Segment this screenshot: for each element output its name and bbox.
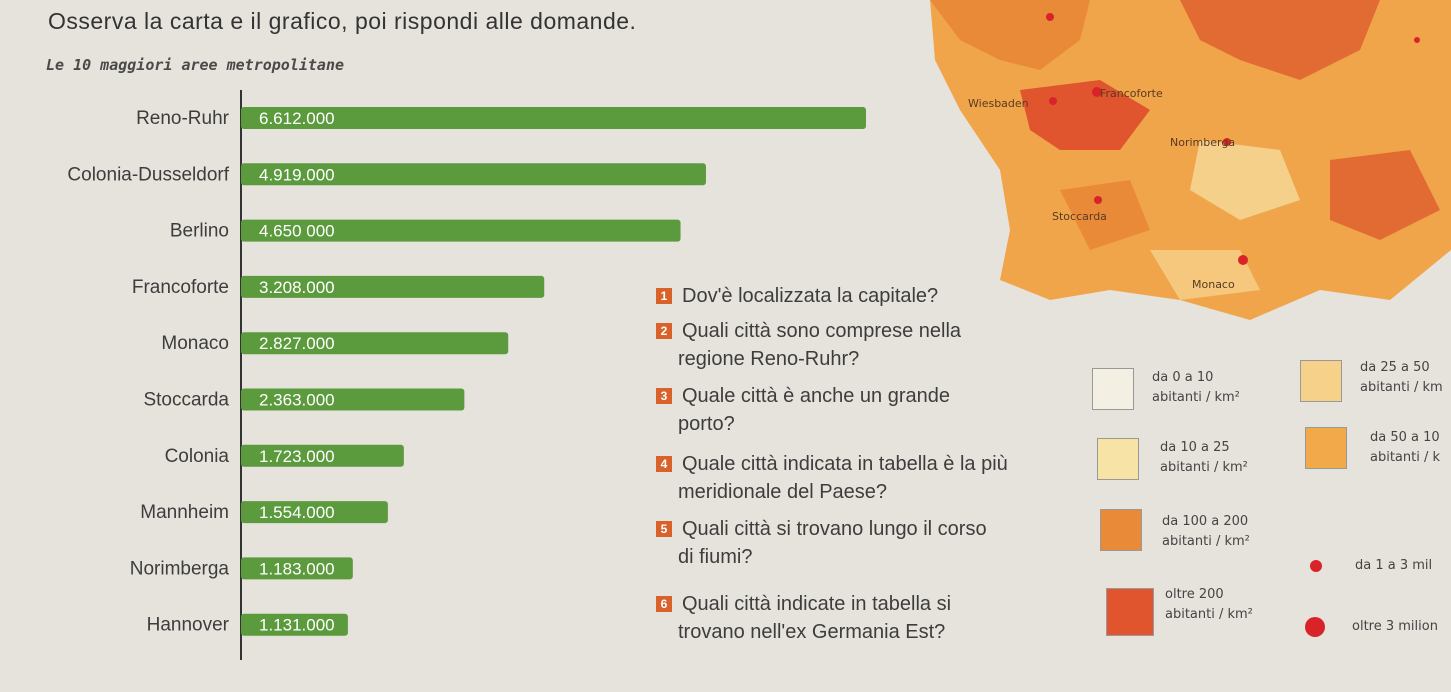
legend-swatch-over-200 [1106,588,1154,636]
question-1: 1 Dov'è localizzata la capitale? [656,282,938,310]
question-3-number: 3 [656,388,672,404]
category-label-stoccarda: Stoccarda [143,390,229,411]
legend-city-over-3-million: oltre 3 milion [1352,619,1438,634]
category-label-francoforte: Francoforte [132,277,229,298]
legend-dot-1-3-million [1310,560,1322,572]
map-label-francoforte: Francoforte [1100,87,1163,100]
city-dot-francoforte [1092,87,1102,97]
question-5-number: 5 [656,521,672,537]
category-label-mannheim: Mannheim [140,502,229,523]
bar-norimberga [241,557,353,580]
question-5-line-1: Quali città si trovano lungo il corso [682,518,987,540]
bar-berlino [241,219,681,242]
bar-mannheim [241,501,388,524]
legend-range-100-200: da 100 a 200 [1162,514,1249,529]
question-4-line-2: meridionale del Paese? [678,481,888,503]
legend-range-50-100: da 50 a 10 [1370,430,1440,445]
question-3-line-2: porto? [678,413,735,435]
value-label-reno-ruhr: 6.612.000 [259,109,335,128]
question-2-line-2: regione Reno-Ruhr? [678,348,860,370]
legend-label-50-100: da 50 a 10 abitanti / k [1370,428,1440,468]
legend-unit-10-25: abitanti / km² [1160,460,1248,475]
question-5: 5 Quali città si trovano lungo il corso d… [656,515,987,571]
question-3: 3 Quale città è anche un grande porto? [656,382,950,438]
legend-range-10-25: da 10 a 25 [1160,440,1230,455]
city-dot-wiesbaden [1049,97,1057,105]
question-2: 2 Quali città sono comprese nella regione… [656,317,961,373]
legend-range-over-200: oltre 200 [1165,587,1224,602]
legend-label-over-200: oltre 200 abitanti / km² [1165,585,1253,625]
legend-swatch-100-200 [1100,509,1142,551]
value-label-francoforte: 3.208.000 [259,278,335,297]
page-title: Osserva la carta e il grafico, poi rispo… [48,8,637,34]
legend-unit-over-200: abitanti / km² [1165,607,1253,622]
legend-range-0-10: da 0 a 10 [1152,370,1214,385]
city-dot-norimberga [1223,138,1231,146]
bar-colonia-dusseldorf [241,163,706,186]
legend-unit-100-200: abitanti / km² [1162,534,1250,549]
bar-colonia [241,444,404,467]
value-label-colonia-dusseldorf: 4.919.000 [259,165,335,184]
city-dot-monaco [1238,255,1248,265]
legend-swatch-25-50 [1300,360,1342,402]
legend-range-25-50: da 25 a 50 [1360,360,1430,375]
legend-city-1-3-million: da 1 a 3 mil [1355,558,1433,573]
legend-swatch-0-10 [1092,368,1134,410]
legend-unit-25-50: abitanti / km [1360,380,1443,395]
question-6: 6 Quali città indicate in tabella si trov… [656,590,951,646]
bar-francoforte [241,275,545,298]
value-label-monaco: 2.827.000 [259,334,335,353]
question-4-line-1: Quale città indicata in tabella è la più [682,453,1008,475]
legend-label-25-50: da 25 a 50 abitanti / km [1360,358,1443,398]
category-label-hannover: Hannover [147,615,230,636]
question-6-line-2: trovano nell'ex Germania Est? [678,621,946,643]
map-label-stoccarda: Stoccarda [1052,210,1107,223]
question-1-number: 1 [656,288,672,304]
legend-dot-over-3-million [1305,617,1325,637]
question-4: 4 Quale città indicata in tabella è la pi… [656,450,1008,506]
question-2-number: 2 [656,323,672,339]
legend-unit-50-100: abitanti / k [1370,450,1441,465]
legend-swatch-50-100 [1305,427,1347,469]
map-label-wiesbaden: Wiesbaden [968,97,1029,110]
value-label-colonia: 1.723.000 [259,447,335,466]
legend-unit-0-10: abitanti / km² [1152,390,1240,405]
question-6-number: 6 [656,596,672,612]
bar-hannover [241,613,348,636]
map-label-monaco: Monaco [1192,278,1235,291]
bar-stoccarda [241,388,465,411]
value-label-hannover: 1.131.000 [259,616,335,635]
value-label-mannheim: 1.554.000 [259,503,335,522]
value-label-berlino: 4.650 000 [259,222,335,241]
category-label-colonia: Colonia [165,446,230,467]
question-4-number: 4 [656,456,672,472]
question-1-line-1: Dov'è localizzata la capitale? [682,285,939,307]
germany-shape [930,0,1451,320]
bar-reno-ruhr [241,107,866,129]
category-label-norimberga: Norimberga [130,558,230,579]
city-dot-stoccarda [1094,196,1102,204]
category-label-berlino: Berlino [170,221,229,242]
legend-label-0-10: da 0 a 10 abitanti / km² [1152,368,1240,408]
category-label-colonia-dusseldorf: Colonia-Dusseldorf [67,164,229,185]
category-label-monaco: Monaco [161,333,229,354]
value-label-norimberga: 1.183.000 [259,559,335,578]
question-2-line-1: Quali città sono comprese nella [682,320,962,342]
category-label-reno-ruhr: Reno-Ruhr [136,108,230,129]
bar-monaco [241,332,509,355]
legend-label-100-200: da 100 a 200 abitanti / km² [1162,512,1250,552]
map-label-norimberga: Norimberga [1170,136,1236,149]
question-3-line-1: Quale città è anche un grande [682,385,950,407]
question-6-line-1: Quali città indicate in tabella si [682,593,952,615]
legend-label-10-25: da 10 a 25 abitanti / km² [1160,438,1248,478]
question-5-line-2: di fiumi? [678,546,753,568]
value-label-stoccarda: 2.363.000 [259,391,335,410]
chart-subtitle: Le 10 maggiori aree metropolitane [46,56,345,74]
legend-swatch-10-25 [1097,438,1139,480]
